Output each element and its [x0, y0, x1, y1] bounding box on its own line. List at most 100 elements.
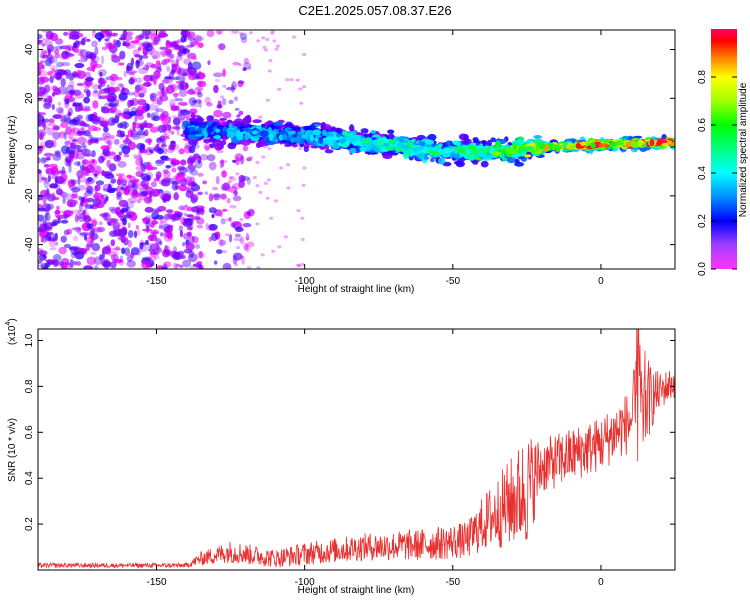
spectrogram-noise-speck — [62, 196, 66, 204]
spectrogram-noise-speck — [163, 245, 170, 254]
spectrogram-noise-speck — [130, 191, 140, 199]
spectrogram-noise-speck — [49, 184, 58, 189]
spectrogram-noise-speck — [52, 254, 62, 262]
spectrogram-noise-speck — [98, 96, 104, 100]
spectrogram-noise-speck — [47, 71, 53, 76]
spectrogram-noise-speck — [189, 191, 194, 196]
spectrogram-ridge-blob — [661, 142, 669, 147]
spectrogram-noise-speck — [82, 158, 87, 167]
spectrogram-noise-speck — [186, 31, 196, 38]
spectrogram-noise-speck — [163, 58, 171, 63]
spectrogram-noise-speck — [207, 60, 211, 65]
spectrogram-noise-speck — [249, 156, 254, 160]
spectrogram-noise-speck — [222, 262, 232, 269]
spectrogram-noise-speck — [151, 50, 161, 60]
spectrogram-noise-speck — [149, 126, 159, 133]
spectrogram-noise-speck — [266, 178, 271, 182]
spectrogram-noise-speck — [81, 142, 86, 150]
spectrogram-noise-speck — [156, 138, 161, 146]
spectrogram-noise-speck — [133, 39, 142, 46]
spectrogram-noise-speck — [222, 68, 227, 78]
spectrogram-noise-speck — [154, 255, 160, 260]
spectrogram-noise-speck — [130, 200, 135, 204]
spectrogram-noise-speck — [44, 191, 52, 198]
spectrogram-ridge-blob — [666, 140, 672, 145]
spectrogram-ridge-blob — [443, 147, 452, 154]
spectrogram-noise-speck — [140, 173, 150, 181]
snr-ytick-label: 0.4 — [24, 471, 35, 485]
spectrogram-noise-speck — [83, 123, 90, 128]
spectrogram-noise-speck — [228, 216, 232, 222]
spectrogram-noise-speck — [52, 152, 62, 161]
spectrogram-noise-speck — [58, 246, 67, 255]
spectrogram-noise-speck — [138, 92, 145, 98]
spectrogram-noise-speck — [71, 187, 81, 193]
spectrogram-noise-speck — [109, 261, 117, 268]
spectrogram-ridge-blob — [552, 144, 562, 149]
spectrogram-noise-speck — [145, 64, 150, 71]
spectrogram-noise-speck — [148, 138, 152, 146]
spectrogram-noise-speck — [53, 45, 64, 51]
spectrogram-ridge-blob — [523, 154, 532, 158]
spectrogram-noise-speck — [183, 212, 188, 217]
spectrogram-noise-speck — [51, 260, 55, 266]
spectrogram-noise-speck — [119, 121, 130, 129]
spectrogram-noise-speck — [149, 92, 157, 98]
spectrogram-noise-speck — [177, 101, 188, 106]
spectrogram-noise-speck — [44, 213, 48, 221]
spectrogram-noise-speck — [152, 55, 158, 60]
spectrogram-noise-speck — [64, 44, 74, 52]
spectrogram-ridge-blob — [412, 147, 419, 153]
snr-multiplier-base: (x10 — [7, 325, 18, 345]
spectrogram-noise-speck — [39, 53, 45, 59]
spectrogram-noise-speck — [70, 142, 77, 147]
spectrogram-ridge-blob — [301, 134, 308, 138]
spectrogram-noise-speck — [150, 94, 154, 102]
spectrogram-ridge-blob — [203, 138, 211, 144]
spectrogram-noise-speck — [165, 165, 172, 169]
spectrogram-noise-speck — [73, 260, 77, 266]
spectrogram-noise-speck — [218, 160, 228, 164]
spectrogram-noise-speck — [63, 214, 68, 220]
spectrogram-noise-speck — [47, 122, 56, 127]
spectrogram-noise-speck — [195, 244, 201, 249]
spectrogram-noise-speck — [64, 140, 71, 146]
spectrogram-ridge-blob — [228, 122, 233, 130]
spectrogram-noise-speck — [149, 193, 158, 197]
spectrogram-noise-speck — [197, 80, 207, 88]
spectrogram-noise-speck — [68, 164, 72, 173]
spectrogram-noise-speck — [296, 263, 301, 267]
spectrogram-noise-speck — [87, 176, 93, 183]
spectrogram-noise-speck — [61, 61, 71, 67]
spectrogram-noise-speck — [152, 230, 157, 238]
spectrogram-noise-speck — [130, 57, 135, 66]
spectrogram-noise-speck — [300, 216, 305, 220]
spectrogram-noise-speck — [80, 126, 85, 131]
spectrogram-noise-speck — [145, 103, 150, 112]
spectrogram-noise-speck — [67, 30, 77, 37]
spectrogram-noise-speck — [65, 193, 74, 201]
spectrogram-noise-speck — [52, 131, 61, 140]
spectrogram-noise-speck — [106, 159, 111, 168]
spectrogram-ridge-blob — [639, 140, 645, 145]
spectrogram-ridge-blob — [500, 148, 506, 154]
spectrogram-noise-speck — [95, 198, 103, 205]
spectrogram-noise-speck — [38, 123, 43, 128]
spectrogram-noise-speck — [116, 212, 126, 218]
spectrogram-noise-speck — [180, 35, 186, 43]
spectrogram-noise-speck — [150, 47, 155, 52]
spectrogram-noise-speck — [143, 81, 152, 87]
spectrogram-noise-speck — [70, 251, 77, 259]
spectrogram-noise-speck — [84, 77, 95, 82]
spectrogram-ridge-blob — [416, 153, 425, 158]
spectrogram-noise-speck — [64, 90, 72, 95]
colorbar-tick-label: 0.0 — [697, 262, 708, 276]
spectrogram-noise-speck — [163, 77, 174, 84]
spectrogram-noise-speck — [43, 99, 53, 107]
spectrogram-noise-speck — [182, 72, 188, 77]
spectrogram-noise-speck — [85, 164, 95, 174]
spectrogram-noise-speck — [137, 67, 148, 75]
spectrogram-noise-speck — [140, 163, 146, 173]
spectrogram-noise-speck — [171, 180, 180, 185]
spectrogram-noise-speck — [56, 214, 66, 219]
